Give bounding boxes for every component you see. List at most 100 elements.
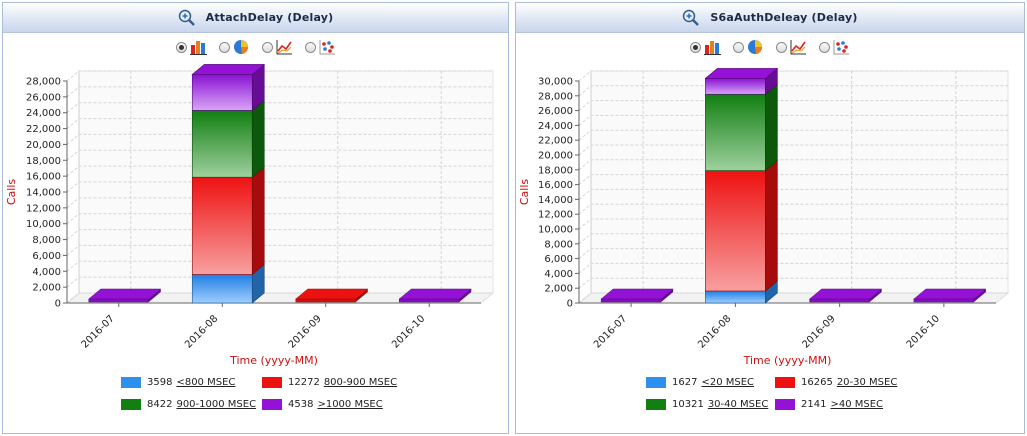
bar-segment bbox=[705, 290, 766, 304]
legend-link[interactable]: 30-40 MSEC bbox=[707, 399, 769, 410]
bar-segment-side bbox=[765, 159, 778, 292]
panel-header: S6aAuthDeleay (Delay) bbox=[516, 3, 1024, 33]
y-gridline bbox=[578, 144, 1008, 156]
bar-segment-side bbox=[251, 166, 265, 276]
y-tick-label: 8,000 bbox=[544, 239, 573, 250]
flat-bar-top bbox=[398, 288, 472, 300]
line-icon bbox=[790, 40, 806, 55]
y-gridline bbox=[578, 203, 1008, 215]
flat-bar-side bbox=[661, 289, 674, 302]
x-tick-label: 2016-09 bbox=[800, 313, 837, 350]
radio-button[interactable] bbox=[776, 41, 787, 53]
legend-item[interactable]: 4538 >1000 MSEC bbox=[262, 399, 383, 410]
x-axis-title: Time (yyyy-MM) bbox=[229, 354, 318, 367]
radio-button[interactable] bbox=[261, 41, 273, 53]
y-gridline bbox=[578, 174, 1008, 185]
y-tick-label: 14,000 bbox=[538, 195, 573, 206]
legend-swatch bbox=[121, 377, 141, 388]
legend-count: 12272 bbox=[288, 377, 320, 388]
chart-type-option-pie[interactable] bbox=[733, 39, 764, 55]
y-gridline bbox=[66, 118, 493, 129]
y-gridline bbox=[66, 260, 493, 272]
y-gridline bbox=[578, 85, 1008, 97]
zoom-icon[interactable] bbox=[682, 9, 700, 27]
legend-item[interactable]: 8422 900-1000 MSEC bbox=[121, 399, 256, 410]
chart-type-option-pie[interactable] bbox=[218, 39, 250, 55]
y-gridline bbox=[66, 244, 493, 256]
y-tick-label: 14,000 bbox=[26, 188, 61, 199]
legend-item[interactable]: 12272 800-900 MSEC bbox=[262, 377, 397, 388]
y-tick-label: 6,000 bbox=[544, 254, 573, 265]
flat-bar-side bbox=[148, 289, 161, 302]
legend-swatch bbox=[775, 377, 795, 388]
radio-button[interactable] bbox=[304, 41, 316, 53]
legend-link[interactable]: >40 MSEC bbox=[830, 399, 884, 410]
legend-link[interactable]: <800 MSEC bbox=[176, 377, 236, 388]
chart-type-option-bar[interactable] bbox=[175, 39, 207, 55]
y-tick-label: 22,000 bbox=[26, 124, 61, 135]
radio-button[interactable] bbox=[690, 41, 701, 53]
legend-item[interactable]: 10321 30-40 MSEC bbox=[646, 399, 768, 410]
y-tick-label: 18,000 bbox=[26, 156, 61, 167]
y-tick-label: 20,000 bbox=[538, 151, 573, 162]
radio-button[interactable] bbox=[218, 41, 230, 53]
line-icon bbox=[276, 40, 292, 55]
radio-button[interactable] bbox=[819, 41, 830, 53]
scatter-icon bbox=[319, 40, 335, 55]
y-tick-label: 16,000 bbox=[538, 180, 573, 191]
legend-swatch bbox=[646, 399, 666, 410]
bar-segment-side bbox=[251, 99, 265, 178]
radio-button[interactable] bbox=[733, 41, 744, 53]
y-axis-title: Calls bbox=[518, 179, 531, 206]
legend-link[interactable]: 800-900 MSEC bbox=[323, 377, 398, 388]
y-gridline bbox=[578, 292, 1008, 304]
legend-swatch bbox=[775, 399, 795, 410]
y-tick-label: 18,000 bbox=[538, 165, 573, 176]
legend-item[interactable]: 1627 <20 MSEC bbox=[646, 377, 754, 388]
legend-count: 1627 bbox=[672, 377, 698, 388]
y-gridline bbox=[578, 100, 1008, 111]
panel-header: AttachDelay (Delay) bbox=[3, 3, 508, 33]
flat-bar-top bbox=[295, 288, 369, 300]
bar-3d-icon bbox=[189, 41, 207, 55]
pie-icon bbox=[233, 40, 248, 54]
y-gridline bbox=[578, 129, 1008, 141]
scatter-icon bbox=[833, 40, 849, 55]
y-tick-label: 22,000 bbox=[538, 136, 573, 147]
chart-type-option-line[interactable] bbox=[776, 39, 807, 55]
y-tick-label: 26,000 bbox=[26, 92, 61, 103]
chart-panel-s6a-auth-delay: S6aAuthDeleay (Delay) bbox=[515, 2, 1025, 434]
x-tick-label: 2016-07 bbox=[592, 313, 629, 350]
y-tick-label: 12,000 bbox=[538, 210, 573, 221]
chart-plot: 0 2,000 4,000 6,000 8,000 10,000 12,000 14,000 1… bbox=[518, 67, 1010, 367]
bar-3d-icon bbox=[704, 41, 721, 55]
y-gridline bbox=[66, 181, 493, 193]
zoom-icon[interactable] bbox=[178, 9, 196, 27]
x-tick-label: 2016-08 bbox=[696, 313, 733, 350]
legend-link[interactable]: <20 MSEC bbox=[701, 377, 755, 388]
chart-type-option-line[interactable] bbox=[261, 39, 293, 55]
y-gridline bbox=[66, 102, 493, 114]
y-gridline bbox=[66, 70, 493, 82]
x-tick-label: 2016-07 bbox=[80, 313, 117, 350]
radio-button[interactable] bbox=[175, 41, 187, 53]
bar-segment bbox=[705, 78, 766, 95]
chart-type-option-bar[interactable] bbox=[690, 39, 721, 55]
bar-segment bbox=[705, 170, 766, 292]
pie-icon bbox=[748, 40, 763, 54]
chart-type-option-scatter[interactable] bbox=[819, 39, 850, 55]
y-gridline bbox=[66, 197, 493, 209]
flat-bar-side bbox=[869, 289, 882, 302]
legend-item[interactable]: 16265 20-30 MSEC bbox=[775, 377, 897, 388]
chart-type-option-scatter[interactable] bbox=[304, 39, 336, 55]
legend-item[interactable]: 3598 <800 MSEC bbox=[121, 377, 235, 388]
legend-link[interactable]: 900-1000 MSEC bbox=[176, 399, 257, 410]
y-gridline bbox=[66, 149, 493, 161]
flat-bar-side bbox=[355, 289, 368, 302]
legend-link[interactable]: 20-30 MSEC bbox=[836, 377, 898, 388]
legend-item[interactable]: 2141 >40 MSEC bbox=[775, 399, 883, 410]
legend-link[interactable]: >1000 MSEC bbox=[317, 399, 383, 410]
flat-bar-top bbox=[808, 288, 883, 300]
y-gridline bbox=[66, 86, 493, 98]
flat-bar-top bbox=[913, 288, 987, 300]
